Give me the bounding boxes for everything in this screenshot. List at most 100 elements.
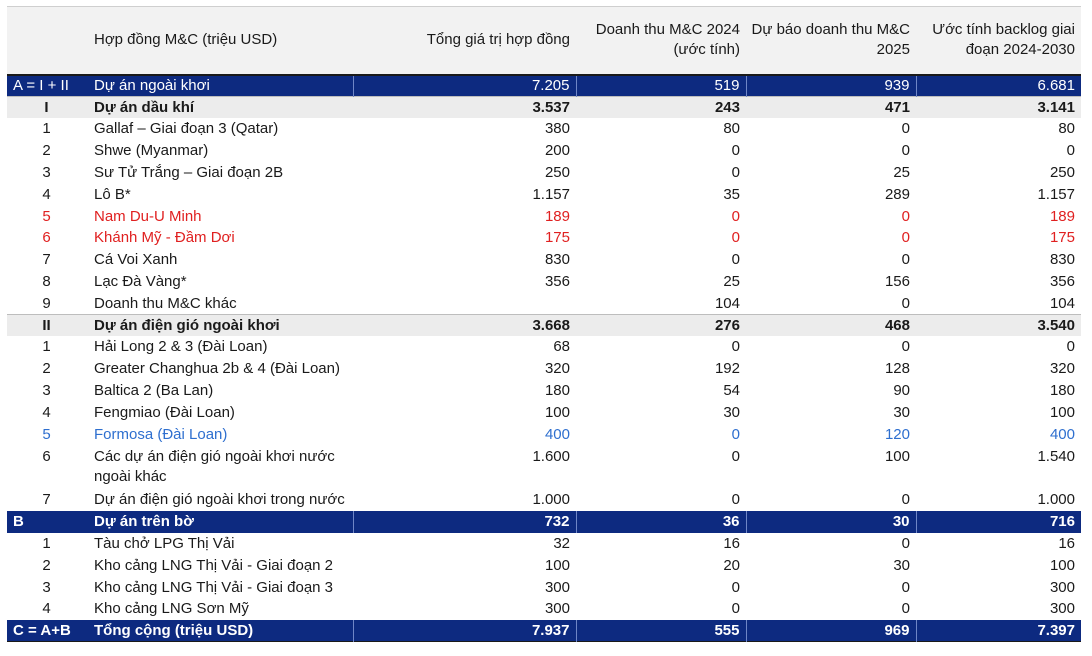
row-total-value: 3.668 [532, 316, 570, 334]
row-revenue-2024: 16 [723, 535, 740, 553]
row-contract-name: Formosa (Đài Loan) [94, 425, 228, 443]
table-row: 3 Kho cảng LNG Thị Vải - Giai đoạn 3 300 0 0… [7, 576, 1081, 598]
table-row: B Dự án trên bờ 732 36 30 716 [7, 510, 1081, 533]
row-index: 4 [42, 185, 51, 203]
row-index: 1 [42, 338, 51, 356]
row-total-value: 189 [544, 207, 570, 225]
row-total-value: 3.537 [532, 98, 570, 116]
row-index: 2 [42, 556, 51, 574]
row-revenue-2024: 0 [731, 425, 740, 443]
header-backlog: Ước tính backlog giai đoạn 2024-2030 [916, 6, 1081, 75]
row-backlog: 100 [1049, 556, 1075, 574]
table-row: 7 Dự án điện gió ngoài khơi trong nước 1.0… [7, 489, 1081, 511]
table-row: 8 Lạc Đà Vàng* 356 25 156 356 [7, 271, 1081, 293]
row-backlog: 830 [1049, 251, 1075, 269]
row-revenue-2025: 0 [901, 120, 910, 138]
row-backlog: 3.540 [1037, 316, 1075, 334]
row-revenue-2025: 90 [893, 382, 910, 400]
row-backlog: 6.681 [915, 74, 1081, 97]
table-row: 2 Kho cảng LNG Thị Vải - Giai đoạn 2 100 20… [7, 554, 1081, 576]
contract-table-container: Hợp đồng M&C (triệu USD) Tổng giá trị hợ… [7, 6, 1081, 642]
row-revenue-2025: 0 [901, 578, 910, 596]
row-revenue-2025: 25 [893, 164, 910, 182]
table-row: 4 Lô B* 1.157 35 289 1.157 [7, 183, 1081, 205]
row-revenue-2024: 20 [723, 556, 740, 574]
row-contract-name: Dự án trên bờ [94, 513, 194, 531]
row-total-value: 32 [553, 535, 570, 553]
table-row: C = A+B Tổng cộng (triệu USD) 7.937 555 969 7… [7, 619, 1081, 642]
row-total-value: 175 [544, 229, 570, 247]
row-contract-name: Kho cảng LNG Thị Vải - Giai đoạn 2 [94, 556, 334, 574]
row-total-value: 250 [544, 164, 570, 182]
row-contract-name: Tàu chở LPG Thị Vải [94, 535, 235, 553]
table-row: 1 Gallaf – Giai đoạn 3 (Qatar) 380 80 0 80 [7, 118, 1081, 140]
header-total-value: Tổng giá trị hợp đồng [353, 6, 576, 75]
table-row: 6 Các dự án điện gió ngoài khơi nước ngoà… [7, 445, 1081, 489]
row-total-value: 732 [352, 510, 576, 533]
table-row: 4 Fengmiao (Đài Loan) 100 30 30 100 [7, 401, 1081, 423]
row-total-value: 180 [544, 382, 570, 400]
row-revenue-2024: 0 [731, 164, 740, 182]
table-row: 2 Shwe (Myanmar) 200 0 0 0 [7, 140, 1081, 162]
row-index: 3 [42, 164, 51, 182]
row-revenue-2024: 54 [723, 382, 740, 400]
row-revenue-2024: 192 [714, 360, 740, 378]
row-total-value: 1.157 [532, 185, 570, 203]
row-revenue-2024: 80 [723, 120, 740, 138]
row-revenue-2024: 36 [575, 510, 746, 533]
header-contract: Hợp đồng M&C (triệu USD) [86, 6, 353, 75]
row-revenue-2024: 555 [575, 619, 746, 642]
row-backlog: 175 [1049, 229, 1075, 247]
row-revenue-2024: 104 [714, 294, 740, 312]
row-backlog: 104 [1049, 294, 1075, 312]
row-backlog: 3.141 [1037, 98, 1075, 116]
row-index: 5 [42, 207, 51, 225]
table-row: 2 Greater Changhua 2b & 4 (Đài Loan) 320 19… [7, 358, 1081, 380]
row-contract-name: Shwe (Myanmar) [94, 142, 209, 160]
row-contract-name: Gallaf – Giai đoạn 3 (Qatar) [94, 120, 279, 138]
row-backlog: 0 [1066, 142, 1075, 160]
row-contract-name: Greater Changhua 2b & 4 (Đài Loan) [94, 360, 340, 378]
row-revenue-2024: 0 [731, 491, 740, 509]
header-index [7, 6, 86, 75]
row-backlog: 1.157 [1037, 185, 1075, 203]
row-index: 6 [42, 448, 51, 466]
row-index: 3 [42, 578, 51, 596]
table-row: 9 Doanh thu M&C khác 104 0 104 [7, 292, 1081, 314]
row-revenue-2025: 939 [745, 74, 916, 97]
row-revenue-2024: 243 [714, 98, 740, 116]
row-index: 2 [42, 360, 51, 378]
row-backlog: 7.397 [915, 619, 1081, 642]
row-backlog: 100 [1049, 403, 1075, 421]
row-backlog: 400 [1049, 425, 1075, 443]
row-index: B [13, 513, 24, 531]
row-revenue-2024: 0 [731, 207, 740, 225]
row-contract-name: Cá Voi Xanh [94, 251, 178, 269]
row-revenue-2025: 0 [901, 600, 910, 618]
table-row: II Dự án điện gió ngoài khơi 3.668 276 468 3.… [7, 314, 1081, 337]
table-row: 7 Cá Voi Xanh 830 0 0 830 [7, 249, 1081, 271]
row-total-value: 300 [544, 578, 570, 596]
row-revenue-2024: 0 [731, 229, 740, 247]
row-revenue-2025: 30 [893, 556, 910, 574]
table-row: 3 Sư Tử Trắng – Giai đoạn 2B 250 0 25 250 [7, 162, 1081, 184]
row-revenue-2025: 0 [901, 229, 910, 247]
row-index: I [44, 98, 49, 116]
row-revenue-2024: 35 [723, 185, 740, 203]
row-backlog: 250 [1049, 164, 1075, 182]
table-row: 5 Formosa (Đài Loan) 400 0 120 400 [7, 423, 1081, 445]
row-backlog: 1.540 [1037, 448, 1075, 466]
row-total-value: 100 [544, 403, 570, 421]
row-backlog: 300 [1049, 578, 1075, 596]
row-contract-name: Hải Long 2 & 3 (Đài Loan) [94, 338, 268, 356]
row-contract-name: Lạc Đà Vàng* [94, 273, 187, 291]
row-backlog: 189 [1049, 207, 1075, 225]
row-revenue-2024: 0 [731, 448, 740, 466]
row-contract-name: Kho cảng LNG Sơn Mỹ [94, 600, 249, 618]
header-revenue-2025: Dự báo doanh thu M&C 2025 [746, 6, 916, 75]
row-index: 4 [42, 600, 51, 618]
row-backlog: 80 [1058, 120, 1075, 138]
row-total-value: 1.600 [532, 448, 570, 466]
table-row: 1 Tàu chở LPG Thị Vải 32 16 0 16 [7, 533, 1081, 555]
row-total-value: 830 [544, 251, 570, 269]
